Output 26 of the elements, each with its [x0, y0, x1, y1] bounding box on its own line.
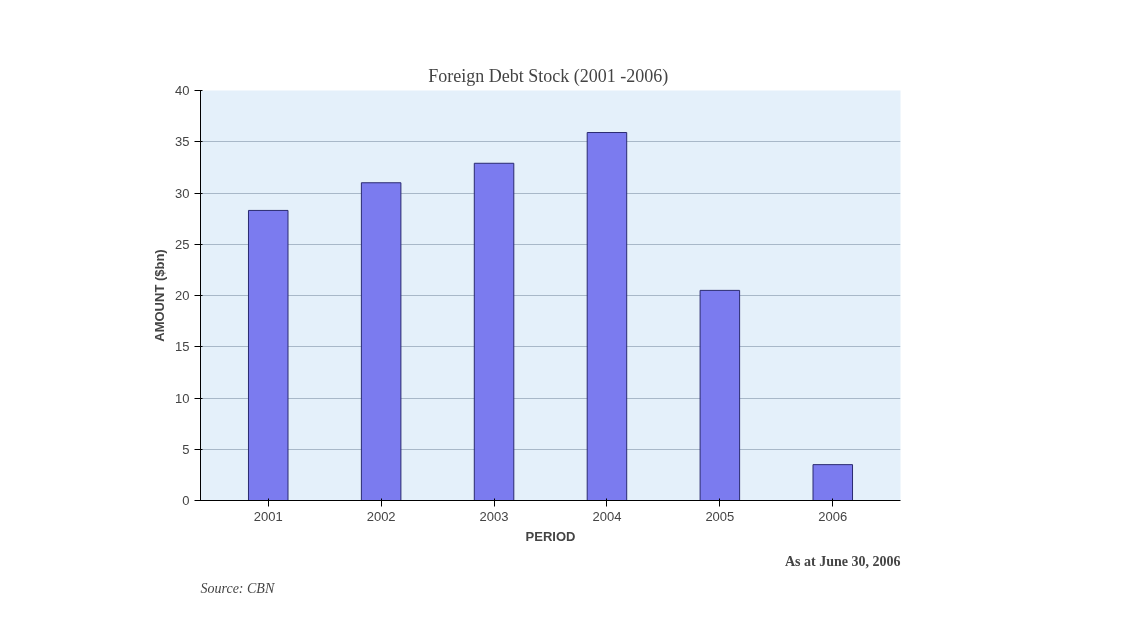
y-tick-label: 30	[175, 185, 190, 201]
source-note: Source: CBN	[200, 580, 275, 596]
y-tick-label: 35	[175, 134, 190, 150]
bar	[360, 182, 402, 501]
y-tick-label: 5	[182, 441, 190, 457]
x-tick-label: 2002	[366, 508, 396, 524]
x-axis-title: PERIOD	[525, 528, 576, 544]
bar	[699, 289, 741, 501]
text: As at June 30, 2006	[784, 553, 901, 569]
y-tick-label: 40	[175, 83, 190, 98]
x-tick-label: 2006	[818, 508, 848, 524]
x-tick-label: 2005	[705, 508, 735, 524]
bar	[473, 162, 515, 501]
y-tick-label: 10	[175, 390, 190, 406]
chart-title: Foreign Debt Stock (2001 -2006)	[428, 65, 669, 87]
bar	[812, 464, 854, 501]
x-tick-label: 2001	[253, 508, 283, 524]
y-tick-label: 0	[182, 493, 190, 508]
x-tick-label: 2003	[479, 508, 509, 524]
y-tick-label: 20	[175, 288, 190, 303]
y-tick-label: 15	[175, 339, 190, 355]
y-tick-label: 25	[175, 236, 190, 252]
bar	[586, 132, 628, 501]
y-axis-title: AMOUNT ($bn)	[152, 249, 168, 342]
bar	[247, 209, 289, 501]
x-tick-label: 2004	[592, 508, 622, 524]
